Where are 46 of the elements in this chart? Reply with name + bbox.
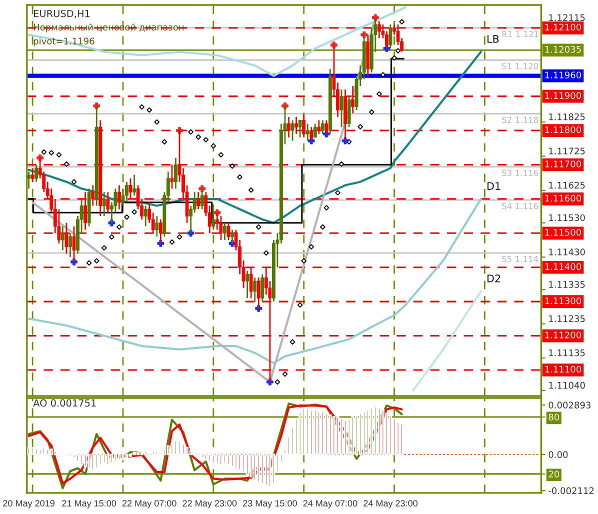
annotation: S5 1.114 bbox=[502, 256, 538, 262]
ref-line-label: 1.11900 bbox=[545, 92, 582, 99]
ref-line-label: 1.11500 bbox=[545, 228, 582, 236]
y-tick-label: 0.002893 bbox=[548, 402, 590, 409]
y-tick-label: 0.00 bbox=[548, 451, 568, 458]
annotation: S2 1.118 bbox=[502, 116, 538, 123]
y-tick-label: 1.11530 bbox=[549, 214, 585, 222]
y-tick-label: 1.11040 bbox=[549, 382, 585, 389]
annotation: S3 1.116 bbox=[502, 170, 538, 176]
y-tick-label: 1.11235 bbox=[549, 315, 585, 322]
annotation: D2 bbox=[487, 274, 500, 282]
y-tick-label: 1.11825 bbox=[549, 113, 585, 120]
y-tick-label: 1.11335 bbox=[549, 281, 585, 288]
annotation: pivot=1.1196 bbox=[34, 37, 94, 46]
chart-title: AO 0.001751 bbox=[33, 399, 96, 407]
y2-tick-label: 20 bbox=[548, 470, 560, 478]
y-tick-label: 1.11135 bbox=[549, 349, 585, 356]
y-tick-label: -0.002112 bbox=[548, 487, 594, 494]
ref-line-label: 1.11600 bbox=[545, 194, 582, 202]
annotation: S4 1.116 bbox=[502, 202, 538, 210]
x-tick-label: 24 May 23:00 bbox=[364, 500, 418, 508]
ref-line-label: 1.11100 bbox=[545, 366, 582, 373]
ref-line-label: 1.12035 bbox=[545, 46, 581, 53]
x-tick-label: 23 May 15:00 bbox=[243, 500, 297, 508]
x-tick-label: 22 May 23:00 bbox=[182, 500, 237, 508]
x-tick-label: 22 May 07:00 bbox=[122, 500, 176, 508]
y-tick-label: 1.12115 bbox=[549, 14, 585, 22]
chart-title: EURUSD,H1 bbox=[34, 10, 90, 18]
ref-line-label: 1.11300 bbox=[545, 297, 582, 304]
ref-line-label: 1.11400 bbox=[545, 263, 582, 270]
x-tick-label: 20 May 2019 bbox=[3, 500, 54, 508]
ref-line-label: 1.11960 bbox=[545, 72, 582, 78]
x-tick-label: 21 May 15:00 bbox=[62, 500, 116, 508]
annotation: D1 bbox=[487, 182, 500, 190]
y-tick-label: 1.11625 bbox=[549, 182, 585, 189]
x-tick-label: 24 May 07:00 bbox=[303, 500, 358, 508]
ref-line-label: 1.12100 bbox=[545, 24, 582, 31]
y-tick-label: 1.11725 bbox=[549, 148, 585, 154]
ref-line-label: 1.11700 bbox=[545, 160, 582, 168]
annotation: LB bbox=[487, 35, 499, 43]
annotation: R1 1.121 bbox=[502, 30, 538, 38]
ref-line-label: 1.11800 bbox=[545, 126, 582, 134]
ref-line-label: 1.11200 bbox=[545, 332, 582, 338]
y-tick-label: 1.11430 bbox=[549, 248, 585, 256]
annotation: S1 1.120 bbox=[502, 62, 538, 70]
y2-tick-label: 80 bbox=[548, 414, 560, 421]
